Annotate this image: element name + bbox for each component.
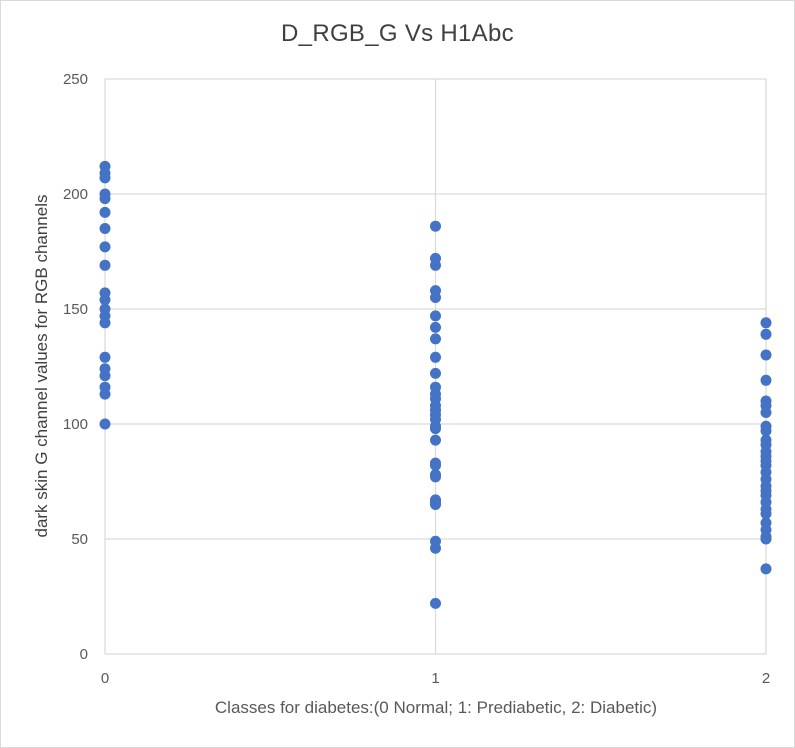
data-points: [99, 160, 772, 609]
data-point: [430, 542, 441, 554]
data-point: [430, 367, 441, 379]
data-point: [430, 471, 441, 483]
data-point: [99, 370, 111, 382]
y-tick-label: 150: [63, 301, 88, 318]
data-point: [760, 407, 772, 418]
data-point: [99, 294, 111, 306]
data-point: [430, 321, 441, 333]
data-point: [430, 259, 441, 271]
data-point: [760, 563, 772, 575]
data-point: [430, 292, 441, 303]
data-point: [430, 434, 441, 446]
x-tick-label: 1: [431, 670, 439, 687]
y-tick-label: 50: [71, 531, 88, 548]
data-point: [99, 172, 111, 184]
y-axis-title: dark skin G channel values for RGB chann…: [32, 194, 51, 538]
x-axis-title: Classes for diabetes:(0 Normal; 1: Predi…: [214, 698, 658, 717]
data-point: [760, 533, 772, 545]
data-point: [99, 351, 111, 363]
data-point: [99, 193, 111, 205]
data-point: [760, 508, 772, 520]
y-tick-label: 0: [80, 646, 88, 663]
data-point: [99, 223, 111, 234]
data-point: [99, 388, 111, 400]
data-point: [760, 349, 772, 361]
data-point: [430, 423, 441, 435]
data-point: [760, 374, 772, 386]
data-point: [760, 425, 772, 437]
data-point: [99, 418, 111, 430]
data-point: [760, 317, 772, 329]
y-tick-label: 200: [63, 186, 88, 203]
chart-title: D_RGB_G Vs H1Abc: [281, 20, 514, 47]
gridlines: [104, 78, 767, 655]
data-point: [430, 351, 441, 363]
x-tick-label: 2: [762, 670, 770, 687]
data-point: [99, 317, 111, 329]
data-point: [99, 206, 111, 218]
x-tick-label: 0: [101, 670, 109, 687]
data-point: [430, 220, 441, 232]
data-point: [760, 328, 772, 340]
y-tick-label: 100: [63, 416, 88, 433]
data-point: [430, 333, 441, 345]
data-point: [99, 241, 111, 253]
y-tick-label: 250: [63, 71, 88, 88]
data-point: [99, 259, 111, 271]
data-point: [430, 499, 441, 510]
data-point: [430, 310, 441, 322]
data-point: [430, 459, 441, 471]
tick-labels: 0 50 100 150 200 250 0 1 2: [63, 71, 770, 687]
data-point: [430, 597, 441, 609]
